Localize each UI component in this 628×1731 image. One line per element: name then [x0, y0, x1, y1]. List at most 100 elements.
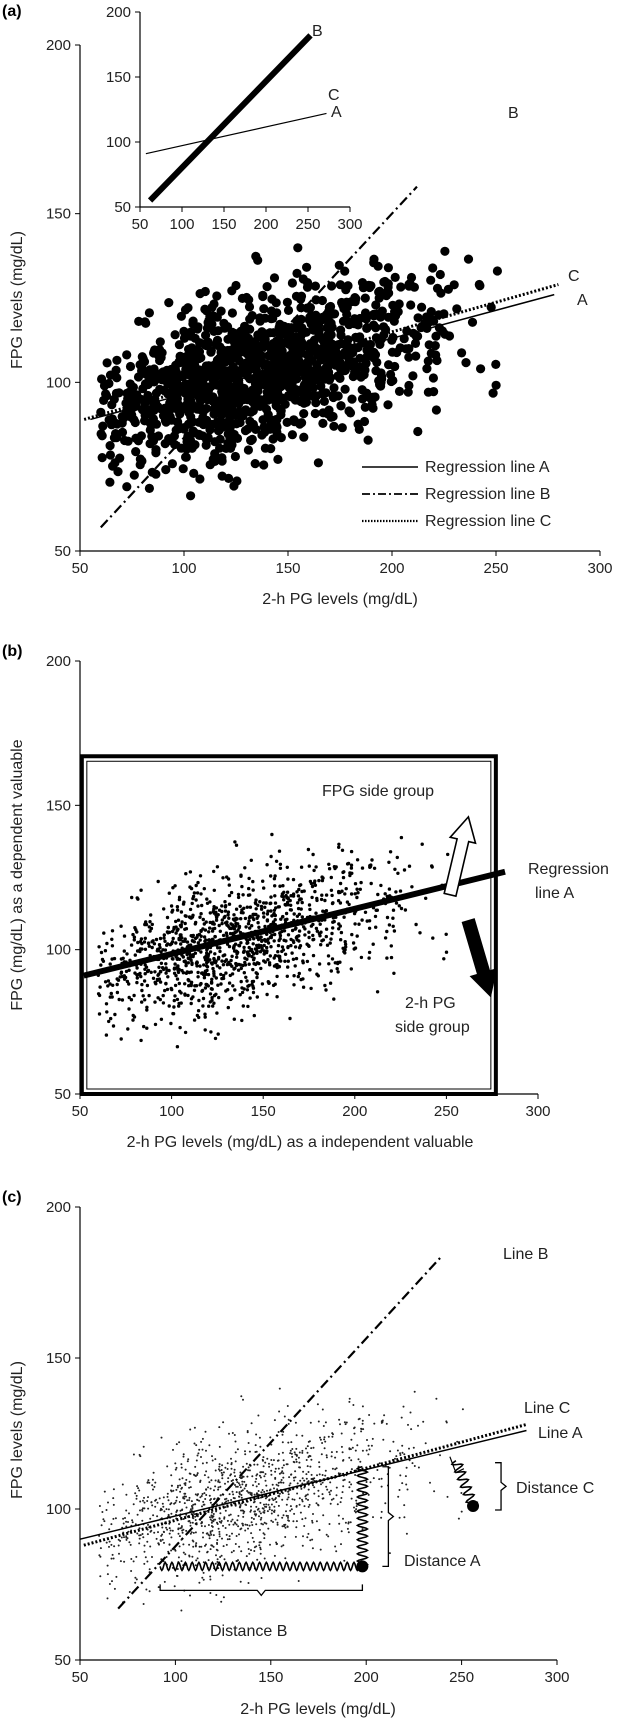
scatter-point [131, 401, 141, 411]
panel-c-x-tick-label: 150 [258, 1669, 283, 1686]
scatter-point [298, 1461, 301, 1464]
scatter-point [174, 973, 178, 978]
scatter-point [135, 976, 139, 980]
panel-c-scatter-points [98, 1387, 464, 1612]
scatter-point [340, 365, 350, 375]
example-point-a-b [356, 1560, 369, 1573]
scatter-point [234, 1543, 237, 1545]
scatter-point [99, 1555, 102, 1558]
scatter-point [205, 1470, 208, 1473]
panel-b-x-tick-label: 300 [525, 1103, 550, 1120]
scatter-point [368, 1414, 371, 1416]
scatter-point [229, 958, 233, 963]
scatter-point [282, 297, 292, 307]
scatter-point [229, 1474, 232, 1477]
scatter-point [307, 1480, 310, 1483]
scatter-point [289, 1505, 292, 1508]
scatter-point [102, 931, 106, 935]
scatter-point [239, 1504, 242, 1506]
scatter-point [230, 1457, 232, 1460]
scatter-point [200, 1545, 203, 1548]
scatter-point [205, 1488, 208, 1491]
scatter-point [335, 1494, 338, 1497]
scatter-point [287, 1516, 289, 1519]
scatter-point [198, 938, 202, 942]
scatter-point [301, 961, 305, 965]
scatter-point [193, 1442, 196, 1445]
scatter-point [165, 1508, 168, 1511]
scatter-point [218, 1481, 221, 1484]
scatter-point [246, 984, 250, 988]
scatter-point [240, 884, 244, 889]
scatter-point [99, 1547, 102, 1550]
scatter-point [337, 1472, 340, 1475]
scatter-point [159, 961, 164, 965]
scatter-point [249, 360, 259, 370]
scatter-point [140, 1000, 144, 1004]
scatter-point [153, 1531, 156, 1534]
scatter-point [100, 1524, 103, 1527]
scatter-point [271, 401, 281, 411]
scatter-point [309, 986, 313, 991]
scatter-point [177, 981, 181, 986]
scatter-point [155, 1498, 158, 1501]
scatter-point [286, 933, 291, 937]
scatter-point [184, 963, 188, 968]
scatter-point [193, 1474, 196, 1477]
scatter-point [422, 1420, 425, 1423]
scatter-point [264, 1473, 267, 1475]
scatter-point [223, 1558, 226, 1561]
scatter-point [235, 1485, 238, 1488]
scatter-point [247, 945, 251, 950]
scatter-point [249, 376, 260, 386]
inset-line-a-label: A [331, 104, 342, 121]
scatter-point [241, 1522, 244, 1525]
scatter-point [126, 1027, 130, 1031]
scatter-point [183, 982, 187, 986]
scatter-point [367, 1444, 370, 1447]
scatter-point [180, 1463, 183, 1466]
scatter-point [258, 1510, 261, 1513]
scatter-point [244, 1453, 247, 1456]
scatter-point [114, 388, 124, 398]
scatter-point [240, 1018, 244, 1023]
scatter-point [216, 983, 220, 987]
scatter-point [277, 1467, 280, 1470]
scatter-point [349, 892, 354, 896]
scatter-point [247, 962, 251, 966]
scatter-point [147, 1496, 149, 1499]
scatter-point [353, 419, 363, 429]
scatter-point [286, 1405, 289, 1407]
scatter-point [173, 1585, 176, 1588]
scatter-point [263, 1495, 266, 1498]
scatter-point [228, 1514, 231, 1517]
scatter-point [243, 963, 248, 967]
panel-a-x-tick-label: 200 [379, 560, 404, 577]
scatter-point [138, 947, 143, 951]
scatter-point [174, 1468, 177, 1471]
scatter-point [323, 1438, 326, 1441]
scatter-point [358, 283, 368, 293]
scatter-point [184, 1553, 187, 1556]
scatter-point [178, 1523, 180, 1526]
scatter-point [263, 905, 267, 909]
panel-b-pg-side-label-2: side group [395, 1019, 470, 1036]
scatter-point [144, 308, 154, 318]
scatter-point [110, 1543, 113, 1546]
scatter-point [244, 925, 248, 929]
scatter-point [194, 1503, 197, 1506]
scatter-point [203, 928, 208, 932]
scatter-point [172, 927, 176, 931]
scatter-point [252, 937, 256, 941]
scatter-point [329, 343, 339, 354]
scatter-point [187, 1458, 190, 1461]
scatter-point [287, 1418, 290, 1421]
scatter-point [202, 976, 207, 980]
scatter-point [296, 906, 301, 911]
scatter-point [259, 1471, 262, 1474]
scatter-point [187, 440, 198, 450]
scatter-point [299, 432, 309, 442]
scatter-point [124, 969, 129, 974]
scatter-point [282, 898, 286, 902]
scatter-point [145, 983, 150, 988]
